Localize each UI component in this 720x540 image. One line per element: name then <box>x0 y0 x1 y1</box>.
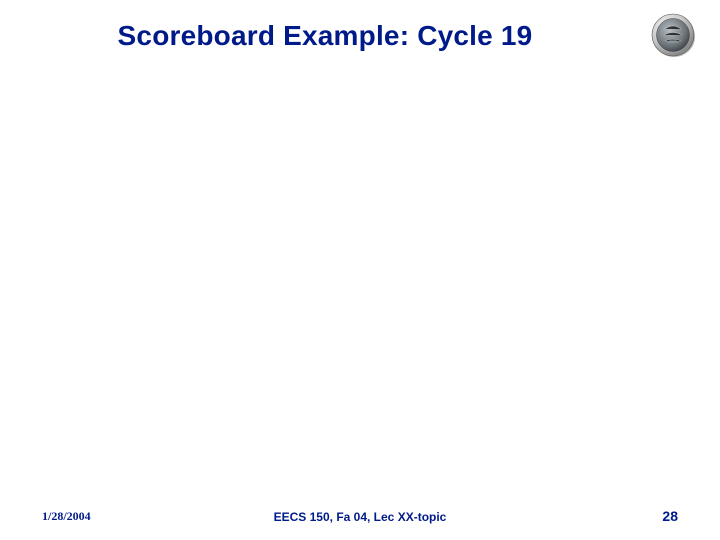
slide-footer: 1/28/2004 EECS 150, Fa 04, Lec XX-topic … <box>0 504 720 524</box>
slide-title: Scoreboard Example: Cycle 19 <box>118 20 533 51</box>
seal-icon <box>650 12 696 58</box>
slide: Scoreboard Example: Cycle 19 <box>0 0 720 540</box>
footer-course: EECS 150, Fa 04, Lec XX-topic <box>0 510 720 524</box>
slide-title-container: Scoreboard Example: Cycle 19 <box>0 20 720 52</box>
footer-page-number: 28 <box>662 508 678 524</box>
